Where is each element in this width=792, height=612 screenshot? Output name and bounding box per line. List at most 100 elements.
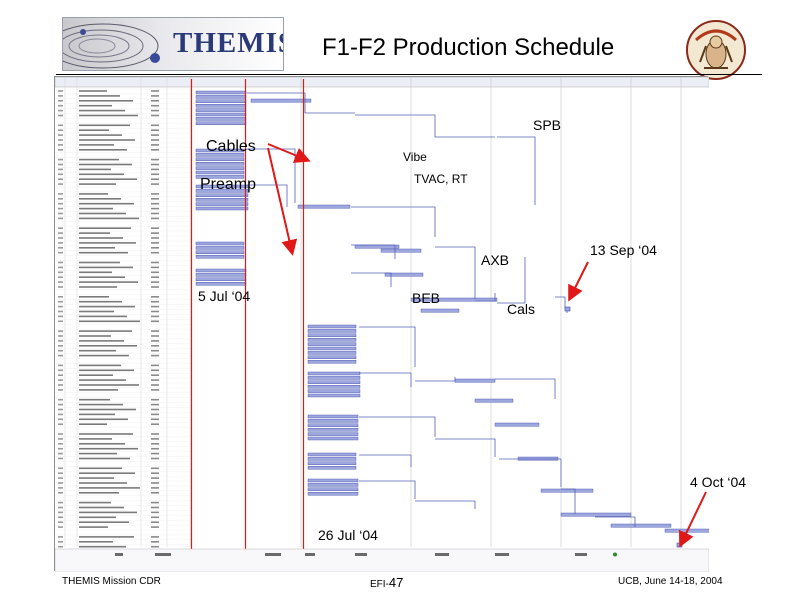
gantt-id-placeholder	[58, 418, 63, 421]
label-vibe: Vibe	[403, 150, 427, 164]
footer-right: UCB, June 14-18, 2004	[618, 576, 723, 587]
gantt-task-bar	[307, 360, 357, 364]
gantt-task-name-placeholder	[79, 433, 133, 435]
gantt-duration-placeholder	[151, 271, 159, 274]
gantt-dependency-link	[499, 458, 562, 487]
gantt-duration-placeholder	[151, 526, 159, 528]
label-cables: Cables	[206, 138, 256, 155]
gantt-task-name-placeholder	[79, 217, 139, 220]
gantt-task-name-placeholder	[79, 501, 111, 504]
gantt-task-name-placeholder	[79, 104, 112, 107]
gantt-task-bar	[307, 428, 359, 432]
gantt-duration-placeholder	[151, 541, 159, 543]
gantt-duration-placeholder	[151, 447, 159, 450]
gantt-task-bar	[195, 175, 245, 179]
gantt-duration-placeholder	[151, 418, 159, 421]
gantt-task-bar	[307, 457, 357, 461]
gantt-duration-placeholder	[151, 320, 159, 323]
gantt-duration-placeholder	[151, 247, 159, 249]
gantt-id-placeholder	[58, 492, 63, 494]
gantt-id-placeholder	[58, 541, 63, 543]
gantt-duration-placeholder	[151, 300, 159, 303]
footer-left: THEMIS Mission CDR	[62, 576, 161, 587]
gantt-id-placeholder	[58, 374, 63, 376]
gantt-task-name-placeholder	[79, 408, 136, 411]
gantt-duration-placeholder	[151, 511, 159, 514]
gantt-dependency-link	[247, 92, 355, 114]
gantt-id-placeholder	[58, 340, 63, 342]
gantt-id-placeholder	[58, 212, 63, 215]
gantt-task-name-placeholder	[79, 443, 125, 445]
label-preamp: Preamp	[200, 176, 257, 193]
gantt-duration-placeholder	[151, 408, 159, 411]
gantt-task-name-placeholder	[79, 178, 137, 180]
gantt-task-bar	[307, 436, 359, 441]
gantt-task-name-placeholder	[79, 521, 129, 523]
gantt-id-placeholder	[58, 168, 63, 171]
gantt-id-placeholder	[58, 389, 63, 391]
gantt-chart	[54, 76, 722, 573]
gantt-task-name-placeholder	[79, 467, 122, 470]
gantt-task-bar	[195, 189, 249, 193]
gantt-id-placeholder	[58, 217, 63, 220]
gantt-id-placeholder	[58, 467, 63, 470]
label-date-sep13: 13 Sep ‘04	[590, 242, 657, 258]
gantt-task-name-placeholder	[79, 384, 139, 386]
footer-page-number: 47	[388, 575, 404, 590]
gantt-task-bar	[195, 197, 249, 202]
gantt-duration-placeholder	[151, 305, 159, 308]
gantt-id-placeholder	[58, 271, 63, 274]
gantt-id-placeholder	[58, 310, 63, 313]
gantt-id-placeholder	[58, 516, 63, 519]
gantt-task-bar	[420, 308, 460, 313]
gantt-duration-placeholder	[151, 90, 159, 92]
gantt-task-bar	[380, 248, 422, 253]
gantt-task-bar	[307, 351, 357, 355]
gantt-id-placeholder	[58, 100, 63, 102]
themis-swirl-graphic	[63, 23, 160, 69]
gantt-duration-placeholder	[151, 198, 159, 200]
gantt-id-placeholder	[58, 364, 63, 367]
gantt-id-placeholder	[58, 247, 63, 249]
gantt-duration-placeholder	[151, 364, 159, 367]
gantt-task-bar	[195, 161, 245, 166]
gantt-id-placeholder	[58, 261, 63, 264]
gantt-duration-placeholder	[151, 384, 159, 386]
gantt-dependency-link	[435, 246, 476, 299]
gantt-task-bar	[307, 492, 359, 496]
gantt-task-name-placeholder	[79, 144, 114, 146]
gantt-task-bar	[195, 170, 245, 175]
gantt-duration-placeholder	[151, 237, 159, 239]
gantt-background	[55, 77, 709, 572]
gantt-task-bar	[307, 324, 357, 329]
gantt-dependency-link	[359, 480, 416, 499]
gantt-id-placeholder	[58, 149, 63, 151]
gantt-id-placeholder	[58, 403, 63, 406]
gantt-duration-placeholder	[151, 438, 159, 440]
label-date-jul5: 5 Jul ‘04	[198, 288, 251, 304]
gantt-id-placeholder	[58, 443, 63, 445]
gantt-task-bar	[410, 297, 498, 302]
gantt-task-bar	[307, 478, 359, 483]
gantt-task-bar	[494, 422, 540, 427]
gantt-id-placeholder	[58, 198, 63, 200]
gantt-task-name-placeholder	[79, 251, 128, 254]
gantt-task-name-placeholder	[79, 398, 110, 401]
themis-logo: THEMIS	[62, 17, 284, 71]
gantt-id-placeholder	[58, 487, 63, 489]
gantt-task-bar	[307, 346, 357, 351]
gantt-dependency-link	[351, 206, 436, 237]
gantt-task-name-placeholder	[79, 369, 134, 372]
gantt-duration-placeholder	[151, 149, 159, 151]
gantt-duration-placeholder	[151, 266, 159, 269]
gantt-dependency-link	[355, 114, 495, 138]
gantt-duration-placeholder	[151, 158, 159, 161]
label-axb: AXB	[481, 252, 510, 268]
gantt-task-name-placeholder	[79, 335, 111, 337]
gantt-duration-placeholder	[151, 261, 159, 264]
gantt-id-placeholder	[58, 251, 63, 254]
gantt-duration-placeholder	[151, 173, 159, 176]
gantt-duration-placeholder	[151, 129, 159, 131]
gantt-id-placeholder	[58, 232, 63, 234]
gantt-duration-placeholder	[151, 183, 159, 185]
